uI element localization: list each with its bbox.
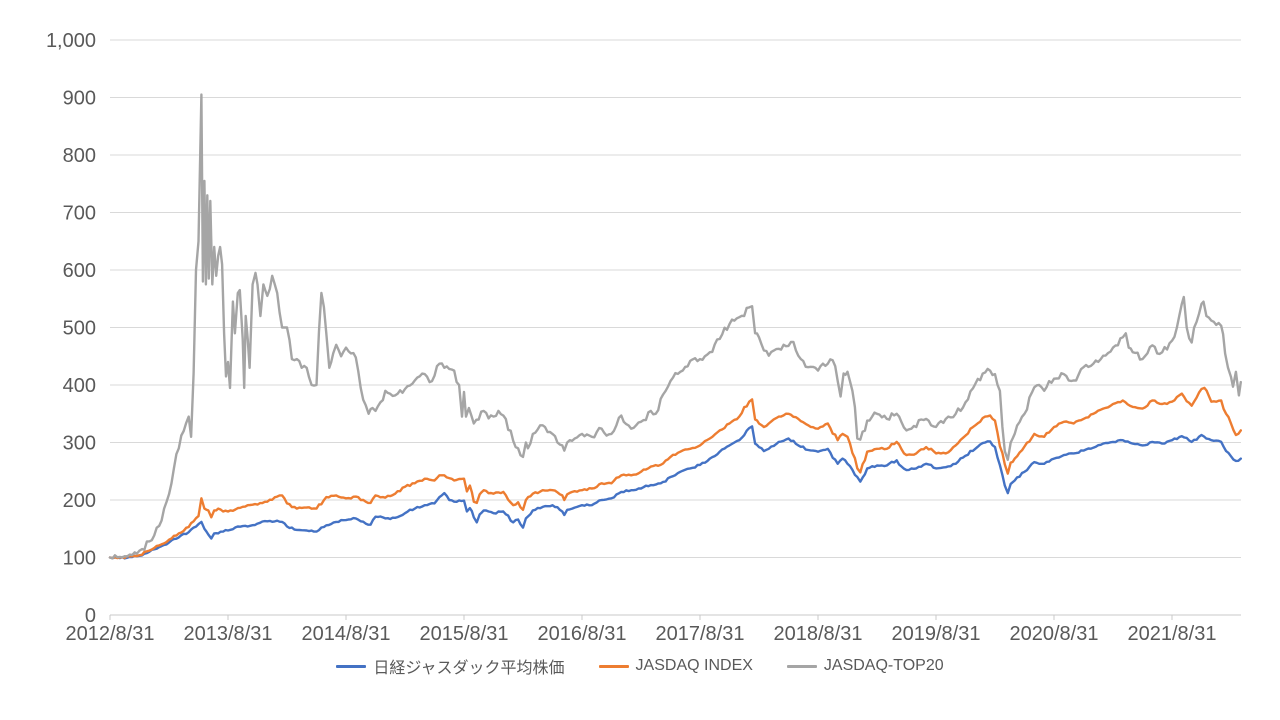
legend-line-marker-blue <box>336 664 367 668</box>
legend-line-marker-orange <box>598 664 629 668</box>
x-axis-label: 2014/8/31 <box>302 623 391 645</box>
series-line-jasdaq-top20 <box>108 93 1243 560</box>
x-axis-label: 2017/8/31 <box>656 623 745 645</box>
y-axis-label: 400 <box>63 375 96 397</box>
y-axis-label: 200 <box>63 490 96 512</box>
series-line-jasdaq-index <box>108 386 1243 560</box>
legend-item-jasdaq-top20: JASDAQ-TOP20 <box>786 657 944 675</box>
y-axis-label: 500 <box>63 318 96 340</box>
x-axis-label: 2016/8/31 <box>538 623 627 645</box>
y-axis-label: 300 <box>63 433 96 455</box>
x-axis-label: 2019/8/31 <box>892 623 981 645</box>
x-axis-label: 2012/8/31 <box>66 623 155 645</box>
y-axis-label: 900 <box>63 88 96 110</box>
y-axis-label: 0 <box>85 605 96 627</box>
y-axis-label: 600 <box>63 260 96 282</box>
y-axis-label: 1,000 <box>46 30 96 52</box>
y-axis-label: 700 <box>63 203 96 225</box>
legend-line-marker-gray <box>786 664 817 668</box>
chart-legend: 日経ジャスダック平均株価 JASDAQ INDEX JASDAQ-TOP20 <box>0 653 1280 679</box>
y-axis-label: 100 <box>63 548 96 570</box>
y-axis-label: 800 <box>63 145 96 167</box>
legend-label: JASDAQ INDEX <box>635 657 753 674</box>
series-line-nikkei-jasdaq-average <box>108 425 1243 560</box>
legend-label: 日経ジャスダック平均株価 <box>373 660 565 677</box>
x-axis-label: 2021/8/31 <box>1128 623 1217 645</box>
x-axis-label: 2018/8/31 <box>774 623 863 645</box>
legend-label: JASDAQ-TOP20 <box>823 657 944 674</box>
legend-item-jasdaq-index: JASDAQ INDEX <box>598 657 753 675</box>
x-axis-label: 2020/8/31 <box>1010 623 1099 645</box>
legend-item-nikkei-jasdaq-average: 日経ジャスダック平均株価 <box>336 654 565 678</box>
x-axis-label: 2015/8/31 <box>420 623 509 645</box>
x-axis-label: 2013/8/31 <box>184 623 273 645</box>
